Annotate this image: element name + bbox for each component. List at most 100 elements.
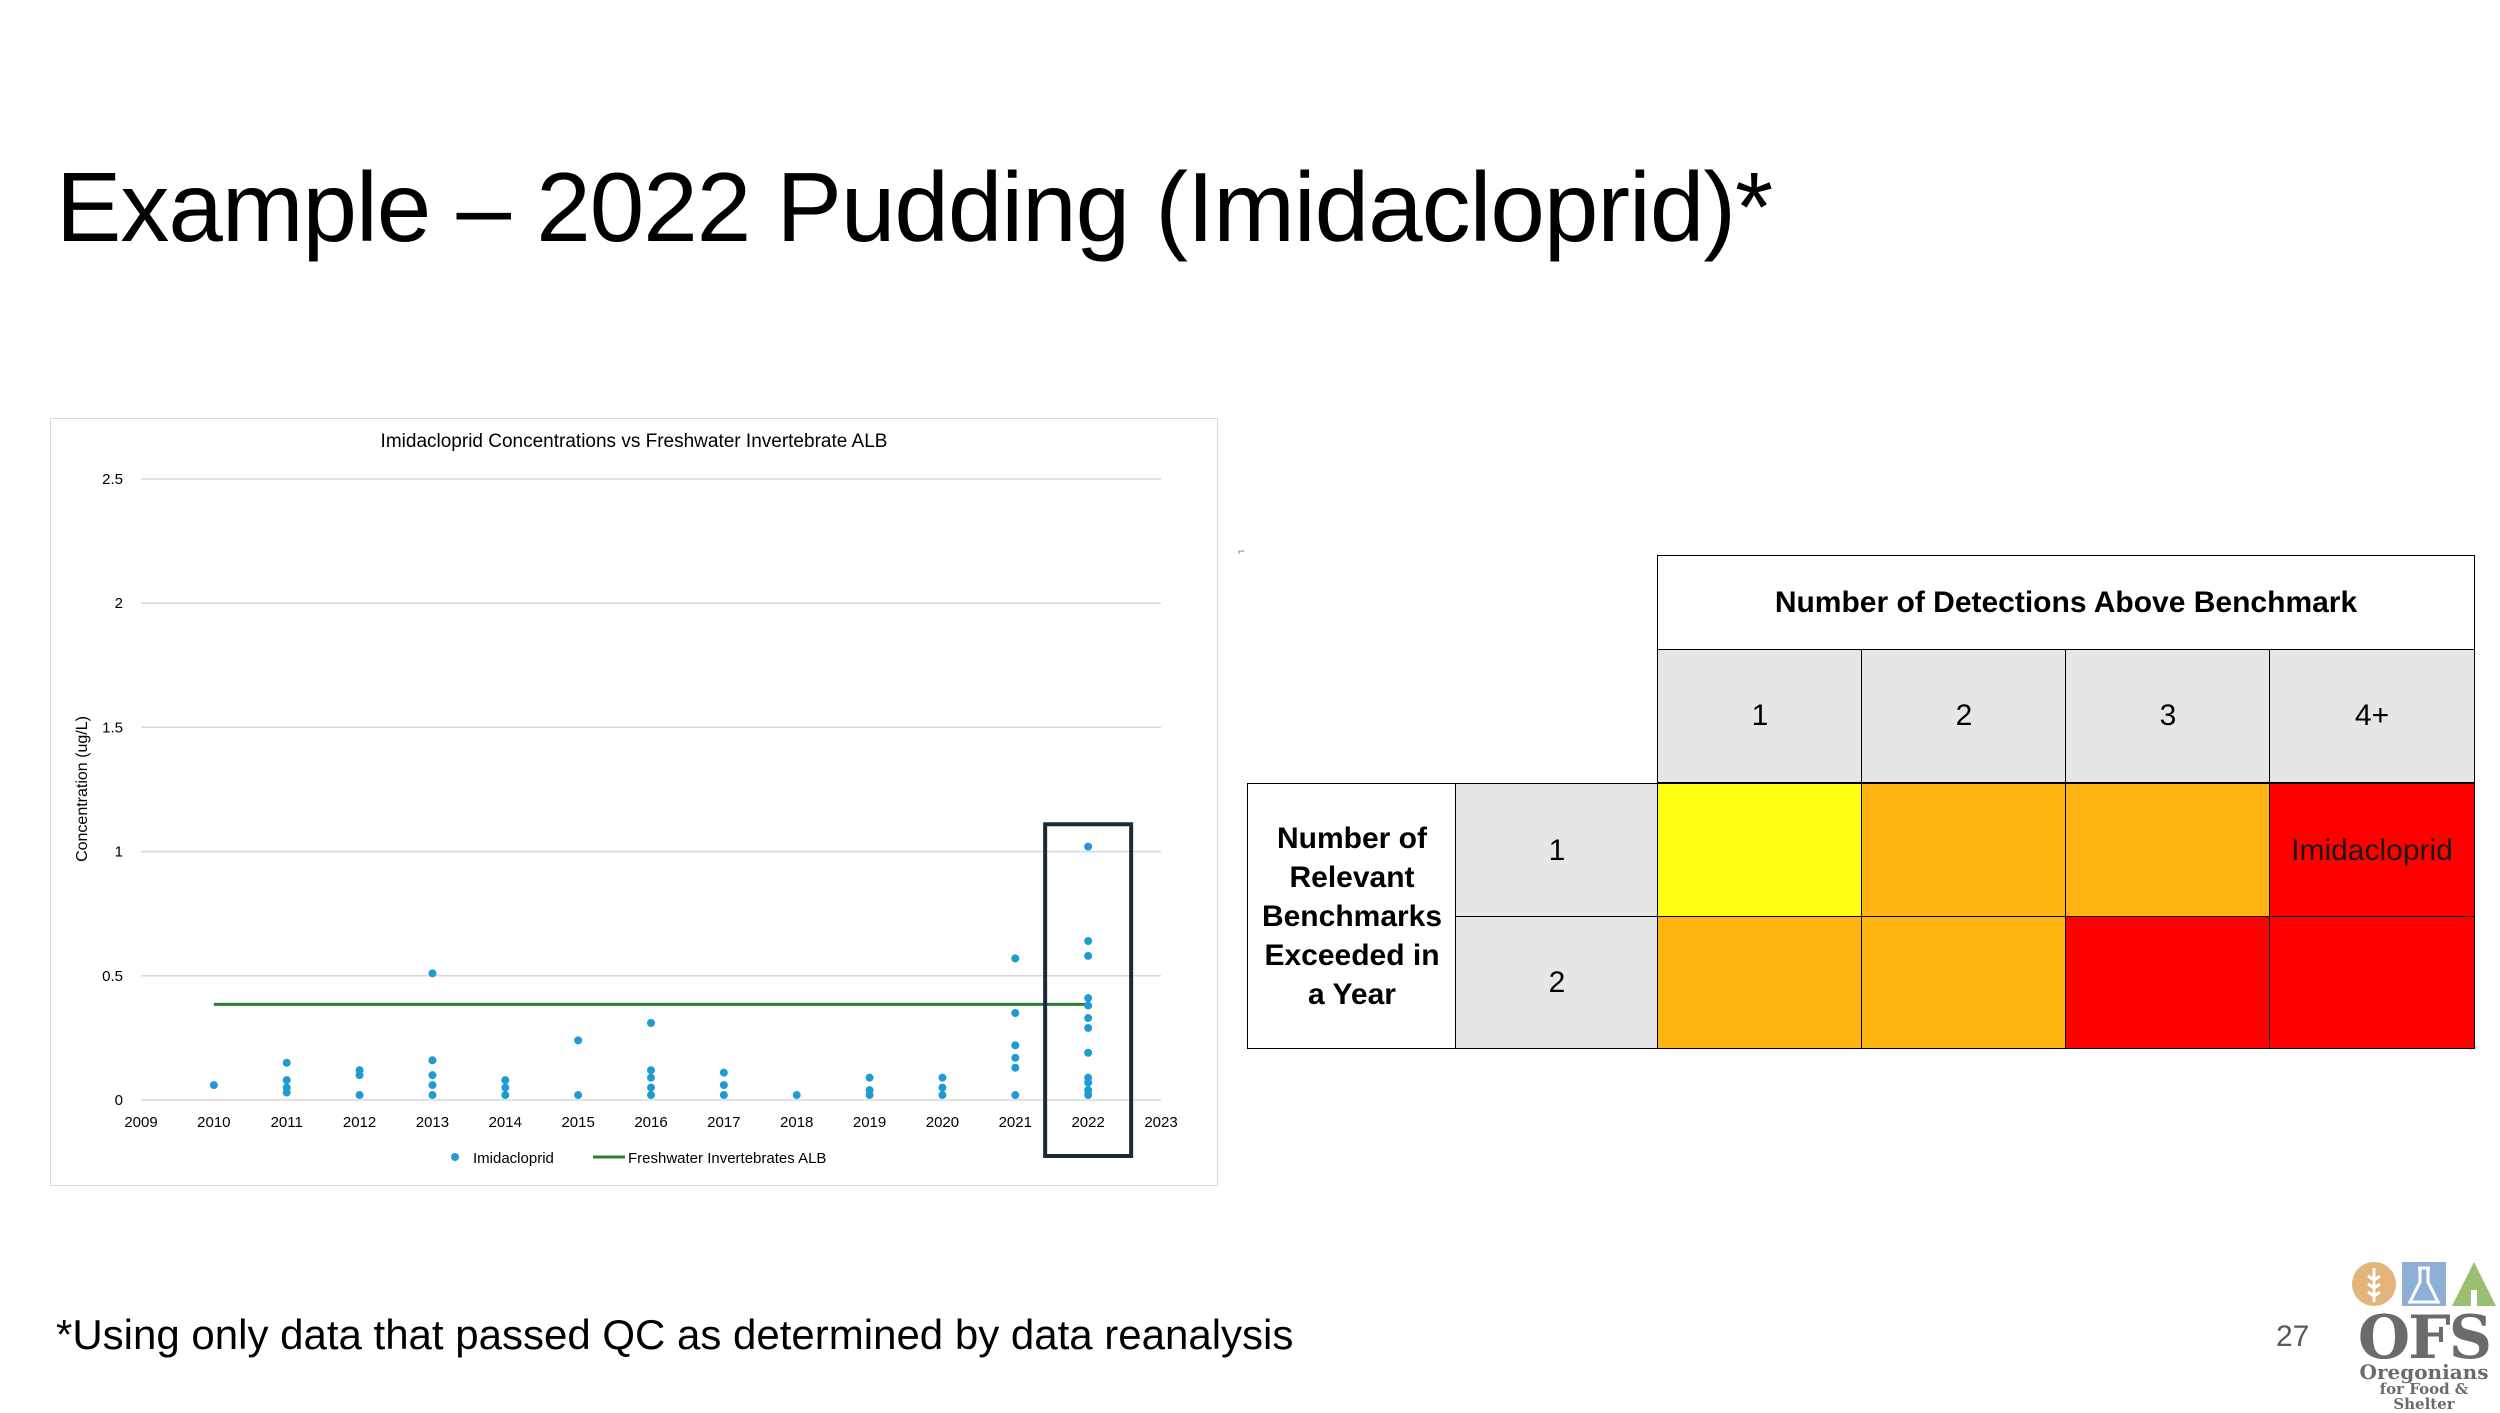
matrix-col-label-1: 1: [1657, 649, 1863, 783]
data-point: [574, 1091, 583, 1100]
data-point: [1084, 937, 1093, 946]
data-point: [574, 1036, 583, 1045]
data-point: [1011, 1053, 1020, 1062]
data-point: [1084, 994, 1093, 1003]
data-point: [647, 1091, 655, 1100]
data-point: [1084, 842, 1093, 851]
matrix-row-header-text: Number of Relevant Benchmarks Exceeded i…: [1261, 821, 1443, 1011]
tree-icon: [2452, 1262, 2496, 1306]
matrix-row-label-2: 2: [1455, 916, 1659, 1049]
imidacloprid-cell-label: Imidacloprid: [2291, 833, 2453, 867]
data-point: [865, 1091, 874, 1100]
matrix-cell-r2-c3: [2065, 916, 2271, 1049]
data-point: [719, 1091, 728, 1100]
matrix-cell-r2-c1: [1657, 916, 1863, 1049]
matrix-cell-r2-c4: [2269, 916, 2475, 1049]
row-label-text: 1: [1548, 833, 1566, 867]
legend-label-alb: Freshwater Invertebrates ALB: [628, 1150, 826, 1167]
logo-subtitle-1: Oregonians: [2359, 1360, 2489, 1384]
matrix-col-label-3: 3: [2065, 649, 2271, 783]
slide-title: Example – 2022 Pudding (Imidacloprid)*: [56, 152, 1773, 262]
data-point: [355, 1091, 364, 1100]
x-tick-label: 2012: [343, 1114, 376, 1131]
logo-text: OFS: [2357, 1303, 2492, 1373]
page-number: 27: [2276, 1320, 2310, 1353]
matrix-row-header: Number of Relevant Benchmarks Exceeded i…: [1247, 783, 1457, 1049]
col-label-text: 1: [1751, 699, 1769, 732]
data-point: [647, 1083, 655, 1092]
data-point: [1011, 1009, 1020, 1018]
x-tick-label: 2022: [1071, 1114, 1104, 1131]
risk-matrix: Number of Detections Above Benchmark 1 2…: [1247, 555, 2475, 1049]
y-tick-label: 1: [115, 844, 123, 861]
logo-subtitle-2: for Food & Shelter: [2379, 1380, 2469, 1413]
anchor-mark: ⌐: [1238, 544, 1246, 558]
data-point: [719, 1081, 728, 1090]
data-point: [647, 1066, 655, 1075]
data-point: [501, 1091, 510, 1100]
gridlines: [141, 478, 1161, 1101]
data-point: [1011, 1041, 1020, 1050]
y-tick-label: 1.5: [102, 719, 123, 736]
x-tick-label: 2019: [853, 1114, 886, 1131]
data-point: [647, 1073, 655, 1082]
matrix-cell-r1-c3: [2065, 783, 2271, 918]
data-point: [1011, 1063, 1020, 1072]
data-point: [428, 1071, 437, 1080]
y-tick-label: 0.5: [102, 968, 123, 985]
x-tick-label: 2018: [780, 1114, 813, 1131]
matrix-col-header: Number of Detections Above Benchmark: [1657, 555, 2475, 651]
matrix-cell-r1-c2: [1861, 783, 2067, 918]
data-points: [209, 842, 1093, 1100]
x-tick-label: 2023: [1144, 1114, 1177, 1131]
x-tick-labels: 2009 2010 2011 2012 2013 2014 2015 2016 2017 2018…: [124, 1114, 1177, 1131]
data-point: [355, 1071, 364, 1080]
y-tick-label: 0: [115, 1092, 123, 1109]
y-tick-labels: 0 0.5 1 1.5 2 2.5: [102, 471, 123, 1109]
data-point: [282, 1058, 291, 1067]
matrix-cell-r1-c4: Imidacloprid: [2269, 783, 2475, 918]
data-point: [282, 1088, 291, 1097]
data-point: [428, 969, 437, 978]
x-tick-label: 2014: [489, 1114, 522, 1131]
data-point: [1084, 1078, 1093, 1087]
x-tick-label: 2016: [634, 1114, 667, 1131]
matrix-col-label-2: 2: [1861, 649, 2067, 783]
col-label-text: 4+: [2354, 699, 2390, 732]
data-point: [647, 1018, 655, 1027]
data-point: [428, 1056, 437, 1065]
matrix-row-label-1: 1: [1455, 783, 1659, 918]
data-point: [1084, 951, 1093, 960]
legend-marker-imidacloprid: [451, 1153, 459, 1161]
col-label-text: 3: [2159, 699, 2177, 732]
chart-canvas: Imidacloprid Concentrations vs Freshwate…: [74, 431, 1178, 1167]
data-point: [938, 1083, 947, 1092]
data-point: [1084, 1091, 1093, 1100]
data-point: [282, 1076, 291, 1085]
matrix-col-label-4: 4+: [2269, 649, 2475, 783]
data-point: [501, 1083, 510, 1092]
x-tick-label: 2011: [271, 1114, 303, 1131]
x-tick-label: 2013: [416, 1114, 449, 1131]
x-tick-label: 2015: [561, 1114, 594, 1131]
highlight-box-2022: [1043, 822, 1134, 1158]
col-label-text: 2: [1955, 699, 1973, 732]
legend-label-imidacloprid: Imidacloprid: [473, 1150, 554, 1167]
data-point: [209, 1081, 218, 1090]
y-axis-label: Concentration (ug/L): [74, 716, 91, 862]
data-point: [938, 1091, 947, 1100]
chart-title: Imidacloprid Concentrations vs Freshwate…: [381, 431, 888, 452]
data-point: [1084, 1023, 1093, 1032]
data-point: [428, 1091, 437, 1100]
row-label-text: 2: [1548, 965, 1566, 999]
x-tick-label: 2009: [124, 1114, 157, 1131]
data-point: [1084, 1014, 1093, 1023]
matrix-cell-r2-c2: [1861, 916, 2067, 1049]
data-point: [1011, 1091, 1020, 1100]
y-tick-label: 2: [115, 595, 123, 612]
data-point: [1084, 1001, 1093, 1010]
y-tick-label: 2.5: [102, 471, 123, 488]
scatter-chart: Imidacloprid Concentrations vs Freshwate…: [50, 418, 1218, 1186]
data-point: [428, 1081, 437, 1090]
data-point: [792, 1091, 801, 1100]
